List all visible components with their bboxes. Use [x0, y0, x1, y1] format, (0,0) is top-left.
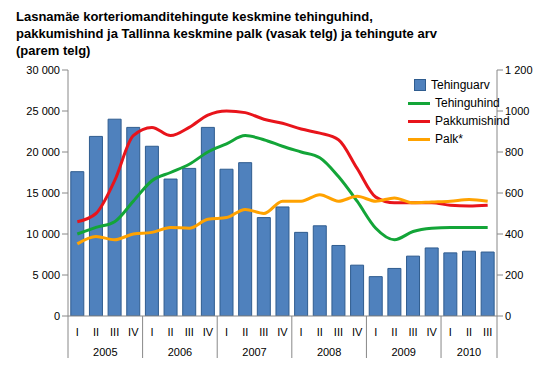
svg-text:I: I — [225, 326, 228, 338]
svg-text:IV: IV — [352, 326, 363, 338]
html-text:Pakkumishind: Pakkumishind — [435, 114, 510, 128]
svg-text:200: 200 — [505, 269, 523, 281]
svg-text:II: II — [242, 326, 248, 338]
svg-text:15 000: 15 000 — [26, 187, 60, 199]
svg-text:IV: IV — [277, 326, 288, 338]
svg-text:III: III — [185, 326, 194, 338]
svg-text:1 200: 1 200 — [505, 64, 533, 76]
svg-text:III: III — [408, 326, 417, 338]
svg-text:III: III — [483, 326, 492, 338]
svg-text:2006: 2006 — [168, 346, 192, 358]
svg-text:II: II — [317, 326, 323, 338]
svg-text:III: III — [110, 326, 119, 338]
svg-text:II: II — [466, 326, 472, 338]
html-text:Tehinguarv: Tehinguarv — [431, 78, 490, 92]
svg-text:2008: 2008 — [317, 346, 341, 358]
svg-text:400: 400 — [505, 228, 523, 240]
svg-text:IV: IV — [128, 326, 139, 338]
svg-text:III: III — [334, 326, 343, 338]
svg-text:I: I — [76, 326, 79, 338]
svg-text:25 000: 25 000 — [26, 105, 60, 117]
svg-text:2009: 2009 — [391, 346, 415, 358]
svg-text:I: I — [449, 326, 452, 338]
svg-text:II: II — [93, 326, 99, 338]
svg-text:II: II — [391, 326, 397, 338]
svg-text:I: I — [374, 326, 377, 338]
svg-text:10 000: 10 000 — [26, 228, 60, 240]
svg-text:0: 0 — [54, 310, 60, 322]
html-text:Palk*: Palk* — [435, 132, 463, 146]
html-text:Lasnamäe korteriomanditehingut: Lasnamäe korteriomanditehingute keskmine… — [16, 9, 437, 58]
svg-text:2010: 2010 — [457, 346, 481, 358]
svg-text:600: 600 — [505, 187, 523, 199]
svg-text:I: I — [150, 326, 153, 338]
svg-text:II: II — [168, 326, 174, 338]
svg-text:30 000: 30 000 — [26, 64, 60, 76]
svg-text:2007: 2007 — [242, 346, 266, 358]
svg-text:5 000: 5 000 — [32, 269, 60, 281]
svg-text:800: 800 — [505, 146, 523, 158]
svg-text:20 000: 20 000 — [26, 146, 60, 158]
html-text:Tehinguhind: Tehinguhind — [435, 96, 500, 110]
svg-text:IV: IV — [203, 326, 214, 338]
svg-text:IV: IV — [427, 326, 438, 338]
svg-text:III: III — [259, 326, 268, 338]
svg-text:1000: 1000 — [505, 104, 530, 117]
svg-text:0: 0 — [505, 310, 511, 322]
svg-text:2005: 2005 — [93, 346, 117, 358]
svg-text:I: I — [300, 326, 303, 338]
